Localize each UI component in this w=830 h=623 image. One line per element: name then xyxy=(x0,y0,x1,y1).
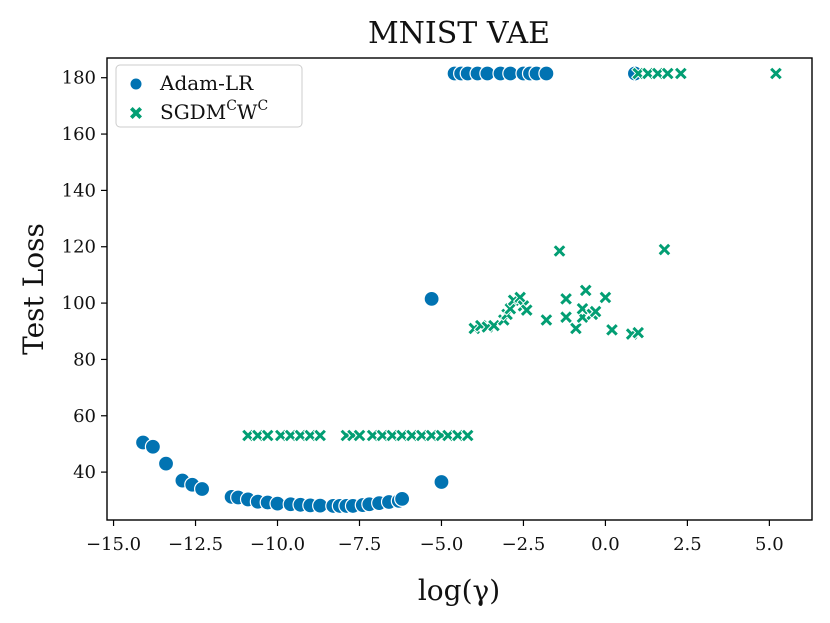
data-point-sgdm xyxy=(660,66,675,81)
data-point-adam-lr xyxy=(423,290,440,307)
data-point-sgdm xyxy=(657,242,672,257)
chart-title: MNIST VAE xyxy=(368,16,550,51)
y-tick-label: 140 xyxy=(62,180,96,201)
data-point-adam-lr xyxy=(394,490,411,507)
y-tick-label: 160 xyxy=(62,124,96,145)
y-tick-label: 180 xyxy=(62,68,96,89)
legend-sgdm-sup1: C xyxy=(226,98,237,114)
data-point-sgdm xyxy=(260,428,275,443)
legend-label-adam-lr: Adam-LR xyxy=(159,71,254,95)
x-tick-label: 2.5 xyxy=(673,534,702,555)
data-point-adam-lr xyxy=(144,438,162,455)
data-point-sgdm xyxy=(558,291,574,307)
data-point-sgdm xyxy=(552,243,567,259)
legend-label-sgdm: SGDMCWC xyxy=(160,98,268,124)
data-point-sgdm xyxy=(568,321,584,336)
data-point-sgdm xyxy=(486,318,502,333)
ticks-layer: −15.0 −12.5 −10.0 −7.5 −5.0 −2.5 0.0 2.5 5.0 40 60… xyxy=(62,68,784,555)
legend-sgdm-sup2: C xyxy=(257,98,268,114)
legend: Adam-LR SGDMCWC xyxy=(115,64,303,128)
legend-marker-adam-lr xyxy=(129,77,143,91)
x-tick-label: −7.5 xyxy=(338,534,382,555)
points-layer xyxy=(134,65,784,515)
data-point-sgdm xyxy=(575,301,590,316)
x-tick-label: −2.5 xyxy=(502,534,546,555)
data-point-sgdm xyxy=(598,290,613,305)
y-tick-label: 100 xyxy=(62,293,96,314)
x-tick-label: −10.0 xyxy=(250,534,305,555)
x-axis-label: log(γ) xyxy=(418,574,500,607)
y-tick-label: 60 xyxy=(73,406,96,427)
data-point-adam-lr xyxy=(538,65,555,82)
data-point-sgdm xyxy=(519,302,534,318)
legend-marker-sgdm xyxy=(130,107,142,119)
legend-sgdm-mid: W xyxy=(237,100,258,124)
x-tick-label: 0.0 xyxy=(591,534,620,555)
data-point-sgdm xyxy=(539,312,554,328)
data-point-adam-lr xyxy=(433,473,450,491)
data-point-sgdm xyxy=(768,66,784,81)
x-tick-label: −15.0 xyxy=(86,534,141,555)
legend-box xyxy=(115,64,303,128)
data-point-sgdm xyxy=(604,322,620,338)
data-point-sgdm xyxy=(312,428,328,443)
plot-frame xyxy=(106,57,813,521)
y-tick-label: 40 xyxy=(73,462,96,483)
x-tick-label: −12.5 xyxy=(168,534,223,555)
legend-sgdm-main: SGDM xyxy=(160,100,226,124)
x-tick-label: −5.0 xyxy=(420,534,464,555)
x-tick-label: 5.0 xyxy=(755,534,784,555)
data-point-sgdm xyxy=(631,325,646,340)
data-point-sgdm xyxy=(460,428,475,443)
y-tick-label: 120 xyxy=(62,237,96,258)
data-point-adam-lr xyxy=(157,455,175,472)
data-point-sgdm xyxy=(673,66,689,81)
y-tick-label: 80 xyxy=(73,349,96,370)
data-point-sgdm xyxy=(578,283,593,298)
data-point-adam-lr xyxy=(193,480,211,498)
data-point-sgdm xyxy=(558,309,574,325)
y-axis-label: Test Loss xyxy=(17,223,50,355)
data-point-sgdm xyxy=(588,304,603,319)
